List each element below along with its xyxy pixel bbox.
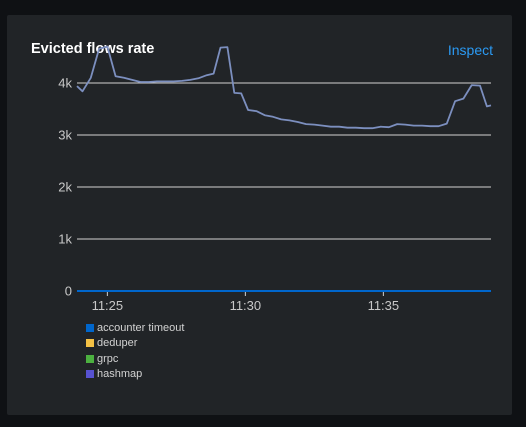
legend-swatch: [86, 323, 94, 332]
x-tick-label: 11:30: [230, 298, 262, 313]
legend-item[interactable]: accounter timeout: [86, 320, 184, 336]
inspect-link[interactable]: Inspect: [447, 42, 493, 58]
y-tick-label: 1k: [58, 232, 72, 247]
legend-swatch: [86, 339, 94, 348]
legend-swatch: [86, 370, 94, 379]
y-axis-ticks: 0 1k 2k 3k 4k: [58, 76, 72, 299]
legend-label: accounter timeout: [97, 321, 185, 334]
grid-layer: [77, 82, 491, 240]
series-layer: [76, 45, 492, 292]
legend-item[interactable]: grpc: [86, 351, 184, 367]
y-tick-label: 0: [65, 284, 72, 299]
legend-item[interactable]: hashmap: [86, 367, 184, 383]
x-tick-label: 11:35: [368, 298, 400, 313]
x-tick-label: 11:25: [92, 298, 124, 313]
legend-label: deduper: [97, 337, 138, 350]
card-title: Evicted flows rate: [31, 41, 155, 57]
legend-label: hashmap: [97, 368, 143, 381]
series-line: [76, 45, 492, 130]
chart-legend: accounter timeout deduper grpc hashmap: [86, 320, 184, 382]
legend-item[interactable]: deduper: [86, 336, 184, 352]
y-tick-label: 4k: [58, 76, 72, 91]
legend-label: grpc: [97, 352, 119, 365]
y-tick-label: 2k: [58, 180, 72, 195]
y-tick-label: 3k: [58, 128, 72, 143]
chart-card: Evicted flows rate Inspect: [7, 15, 512, 415]
x-axis-ticks: 11:25 11:30 11:35: [92, 291, 400, 313]
legend-swatch: [86, 354, 94, 363]
